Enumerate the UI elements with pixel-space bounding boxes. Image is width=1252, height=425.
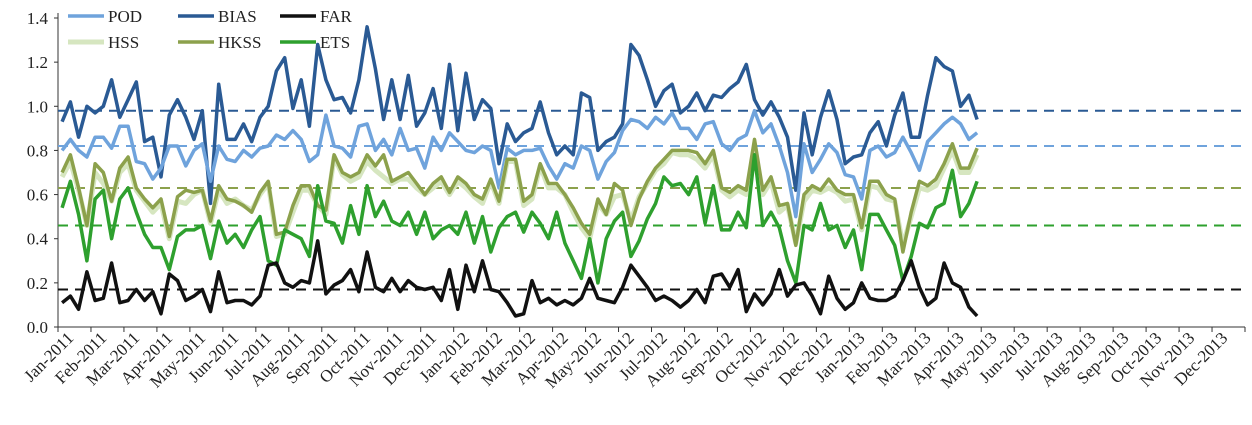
legend-label: HKSS [218,33,261,52]
y-tick-label: 0.6 [27,186,48,205]
axes [54,13,1246,332]
legend: POD BIAS FAR HSS HKSS ETS [68,7,352,52]
legend-label: FAR [320,7,352,26]
legend-label: ETS [320,33,350,52]
series-line-pod [60,108,979,219]
legend-item-bias: BIAS [178,7,257,26]
y-tick-label: 1.0 [27,97,48,116]
y-tick-label: 0.8 [27,141,48,160]
series-line-far [61,239,979,318]
y-axis-tick-labels: 0.0 0.2 0.4 0.6 0.8 1.0 1.2 1.4 [27,9,49,337]
legend-label: HSS [108,33,139,52]
series-lines [59,25,980,318]
y-tick-label: 1.2 [27,53,48,72]
legend-label: BIAS [218,7,257,26]
legend-item-hkss: HKSS [178,33,261,52]
y-tick-label: 1.4 [27,9,49,28]
legend-item-pod: POD [68,7,142,26]
x-axis-tick-labels: Jan-2011Feb-2011Mar-2011Apr-2011May-2011… [20,328,1231,392]
series-line-bias [60,25,979,206]
y-tick-label: 0.0 [27,318,48,337]
series-line-hkss [60,137,979,254]
y-tick-label: 0.4 [27,230,49,249]
series-line-ets [60,153,979,285]
reference-lines [58,109,1245,291]
legend-item-hss: HSS [68,33,139,52]
y-tick-label: 0.2 [27,274,48,293]
legend-item-ets: ETS [280,33,350,52]
legend-item-far: FAR [280,7,352,26]
legend-label: POD [108,7,142,26]
